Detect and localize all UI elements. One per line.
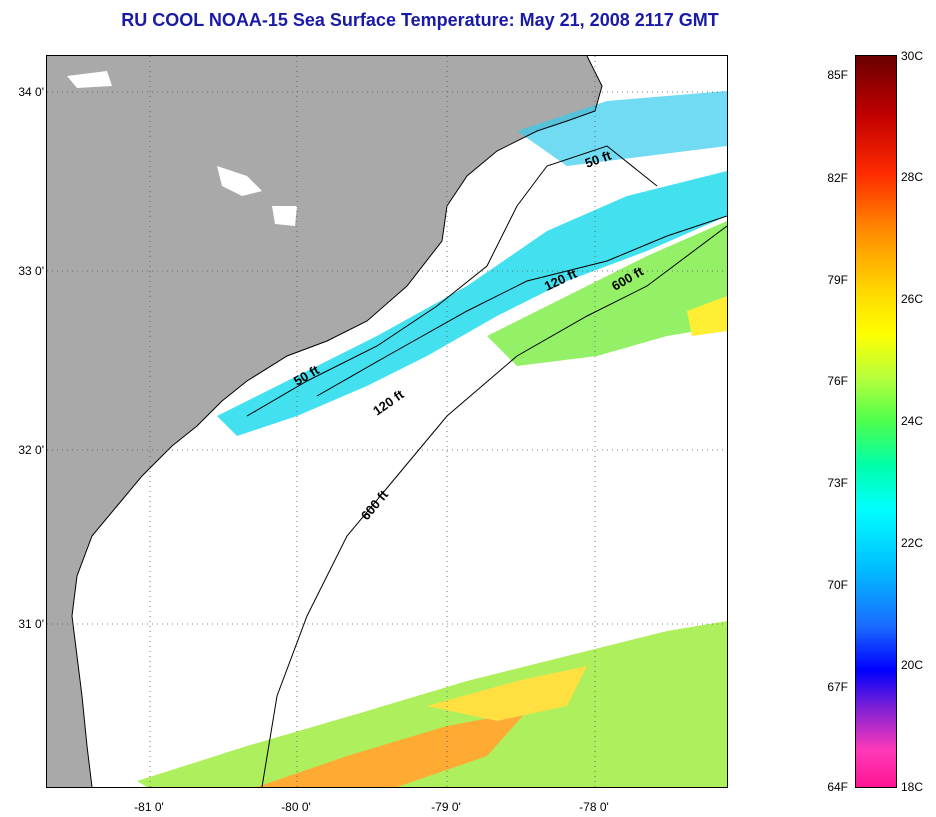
land-mass bbox=[47, 56, 602, 787]
lat-label: 34 0' bbox=[18, 85, 44, 99]
contour-label: 600 ft bbox=[358, 487, 392, 523]
contour-label: 120 ft bbox=[370, 386, 407, 418]
sst-swath-bay bbox=[517, 91, 727, 166]
lon-label: -81 0' bbox=[134, 800, 164, 814]
sst-swath-lower-warm bbox=[257, 711, 527, 787]
island bbox=[67, 71, 112, 88]
sst-map: 50 ft 120 ft 600 ft 50 ft 120 ft 600 ft bbox=[46, 55, 728, 788]
sst-swath-lower bbox=[137, 621, 727, 787]
colorbar-f-label: 82F bbox=[827, 171, 848, 185]
temperature-colorbar bbox=[855, 55, 897, 788]
colorbar-c-label: 30C bbox=[901, 49, 924, 63]
colorbar-f-label: 64F bbox=[827, 780, 848, 794]
sst-swath-upper-yellow bbox=[687, 296, 727, 336]
sst-swath-upper-cyan bbox=[217, 171, 727, 436]
colorbar-f-label: 70F bbox=[827, 578, 848, 592]
colorbar-f-label: 67F bbox=[827, 680, 848, 694]
island bbox=[217, 166, 262, 196]
colorbar-c-label: 26C bbox=[901, 292, 924, 306]
island bbox=[272, 206, 297, 226]
map-canvas: 50 ft 120 ft 600 ft 50 ft 120 ft 600 ft bbox=[47, 56, 727, 787]
colorbar-c-label: 24C bbox=[901, 414, 924, 428]
lat-label: 32 0' bbox=[18, 443, 44, 457]
contour-50ft bbox=[246, 145, 658, 417]
contour-600ft bbox=[261, 225, 727, 787]
contour-120ft bbox=[316, 215, 727, 397]
colorbar-f-label: 73F bbox=[827, 476, 848, 490]
colorbar-c-label: 28C bbox=[901, 170, 924, 184]
colorbar-f-label: 76F bbox=[827, 374, 848, 388]
lat-label: 31 0' bbox=[18, 617, 44, 631]
sst-swath-lower-yellow bbox=[427, 666, 587, 721]
colorbar-f-label: 79F bbox=[827, 273, 848, 287]
lat-label: 33 0' bbox=[18, 264, 44, 278]
colorbar-c-label: 20C bbox=[901, 658, 924, 672]
coastline bbox=[71, 56, 603, 787]
colorbar-c-label: 18C bbox=[901, 780, 924, 794]
graticule bbox=[47, 56, 727, 787]
colorbar-f-label: 85F bbox=[827, 68, 848, 82]
colorbar-c-label: 22C bbox=[901, 536, 924, 550]
lon-label: -80 0' bbox=[281, 800, 311, 814]
lon-label: -79 0' bbox=[431, 800, 461, 814]
lon-label: -78 0' bbox=[579, 800, 609, 814]
map-title: RU COOL NOAA-15 Sea Surface Temperature:… bbox=[121, 10, 719, 30]
sst-swath-upper-green bbox=[487, 221, 727, 366]
